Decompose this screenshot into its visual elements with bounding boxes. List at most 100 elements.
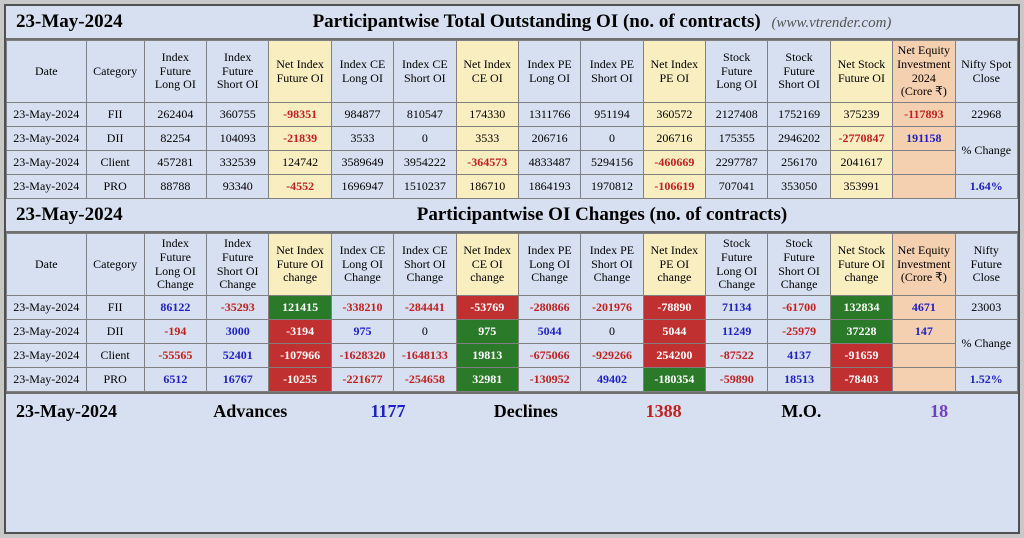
- cell-category: Client: [86, 151, 144, 175]
- cell-value: -460669: [643, 151, 705, 175]
- footer-date: 23-May-2024: [16, 401, 181, 422]
- cell-value: -61700: [768, 296, 830, 320]
- cell-value: [893, 368, 955, 392]
- table-row: 23-May-2024Client45728133253912474235896…: [7, 151, 1018, 175]
- cell-value: [893, 344, 955, 368]
- cell-value: 206716: [643, 127, 705, 151]
- cell-date: 23-May-2024: [7, 175, 87, 199]
- cell-value: -21839: [269, 127, 331, 151]
- cell-value: 975: [331, 320, 393, 344]
- col-header: Nifty Spot Close: [955, 41, 1017, 103]
- cell-value: -1648133: [394, 344, 456, 368]
- cell-value: 37228: [830, 320, 892, 344]
- col-header: Index PE Short OI: [581, 41, 643, 103]
- cell-value: 262404: [144, 103, 206, 127]
- cell-value: 104093: [207, 127, 269, 151]
- cell-value: 1.64%: [955, 175, 1017, 199]
- cell-date: 23-May-2024: [7, 368, 87, 392]
- cell-value: 1696947: [331, 175, 393, 199]
- cell-value: -117893: [893, 103, 955, 127]
- section1-date: 23-May-2024: [16, 11, 196, 33]
- table-row: 23-May-2024PRO651216767-10255-221677-254…: [7, 368, 1018, 392]
- cell-value: -221677: [331, 368, 393, 392]
- cell-value: -25979: [768, 320, 830, 344]
- cell-value: -284441: [394, 296, 456, 320]
- cell-value: -180354: [643, 368, 705, 392]
- cell-category: PRO: [86, 368, 144, 392]
- cell-value: 121415: [269, 296, 331, 320]
- cell-category: DII: [86, 127, 144, 151]
- table-row: 23-May-2024DII-1943000-31949750975504405…: [7, 320, 1018, 344]
- cell-value: 206716: [518, 127, 580, 151]
- cell-value: 52401: [207, 344, 269, 368]
- cell-value: 3533: [456, 127, 518, 151]
- cell-value: 49402: [581, 368, 643, 392]
- cell-value: 3000: [207, 320, 269, 344]
- section2-title: Participantwise OI Changes (no. of contr…: [196, 204, 1008, 226]
- cell-value: 82254: [144, 127, 206, 151]
- col-header: Index CE Long OI Change: [331, 234, 393, 296]
- col-header: Index CE Long OI: [331, 41, 393, 103]
- cell-category: Client: [86, 344, 144, 368]
- col-header: Category: [86, 234, 144, 296]
- cell-value: 254200: [643, 344, 705, 368]
- cell-value: 353050: [768, 175, 830, 199]
- table-row: 23-May-2024FII262404360755-9835198487781…: [7, 103, 1018, 127]
- cell-value: 0: [581, 127, 643, 151]
- table-row: 23-May-2024PRO8878893340-455216969471510…: [7, 175, 1018, 199]
- col-header: Net Index PE OI: [643, 41, 705, 103]
- col-header: Net Index Future OI: [269, 41, 331, 103]
- col-header: Date: [7, 234, 87, 296]
- cell-value: -10255: [269, 368, 331, 392]
- cell-value: 1510237: [394, 175, 456, 199]
- cell-value: 256170: [768, 151, 830, 175]
- cell-value: -338210: [331, 296, 393, 320]
- cell-value: -106619: [643, 175, 705, 199]
- cell-value: 1.52%: [955, 368, 1017, 392]
- cell-value: 191158: [893, 127, 955, 151]
- cell-value: 22968: [955, 103, 1017, 127]
- cell-value: 0: [394, 320, 456, 344]
- cell-category: FII: [86, 103, 144, 127]
- cell-value: 147: [893, 320, 955, 344]
- cell-value: -35293: [207, 296, 269, 320]
- cell-value: 6512: [144, 368, 206, 392]
- advances-value: 1177: [319, 401, 457, 422]
- cell-value: -280866: [518, 296, 580, 320]
- cell-value: 1752169: [768, 103, 830, 127]
- mo-value: 18: [870, 401, 1008, 422]
- cell-date: 23-May-2024: [7, 344, 87, 368]
- cell-value: -78890: [643, 296, 705, 320]
- cell-value: -2770847: [830, 127, 892, 151]
- cell-value: 93340: [207, 175, 269, 199]
- cell-value: % Change: [955, 127, 1017, 175]
- col-header: Stock Future Short OI Change: [768, 234, 830, 296]
- cell-value: 4833487: [518, 151, 580, 175]
- cell-value: 984877: [331, 103, 393, 127]
- cell-value: -130952: [518, 368, 580, 392]
- col-header: Category: [86, 41, 144, 103]
- cell-value: % Change: [955, 320, 1017, 368]
- cell-value: 18513: [768, 368, 830, 392]
- cell-value: 0: [581, 320, 643, 344]
- cell-value: -194: [144, 320, 206, 344]
- cell-value: 2127408: [706, 103, 768, 127]
- table-outstanding-oi: DateCategoryIndex Future Long OIIndex Fu…: [6, 40, 1018, 199]
- cell-value: 3533: [331, 127, 393, 151]
- cell-value: 360572: [643, 103, 705, 127]
- col-header: Index CE Short OI: [394, 41, 456, 103]
- site-label: (www.vtrender.com): [771, 15, 891, 31]
- cell-value: 0: [394, 127, 456, 151]
- col-header: Net Index PE OI change: [643, 234, 705, 296]
- cell-value: 4671: [893, 296, 955, 320]
- cell-value: -55565: [144, 344, 206, 368]
- mo-label: M.O.: [732, 401, 870, 422]
- table-row: 23-May-2024DII82254104093-21839353303533…: [7, 127, 1018, 151]
- cell-value: 1864193: [518, 175, 580, 199]
- cell-value: 5044: [643, 320, 705, 344]
- col-header: Index CE Short OI Change: [394, 234, 456, 296]
- cell-date: 23-May-2024: [7, 103, 87, 127]
- section2-date: 23-May-2024: [16, 204, 196, 226]
- cell-value: 1311766: [518, 103, 580, 127]
- advances-label: Advances: [181, 401, 319, 422]
